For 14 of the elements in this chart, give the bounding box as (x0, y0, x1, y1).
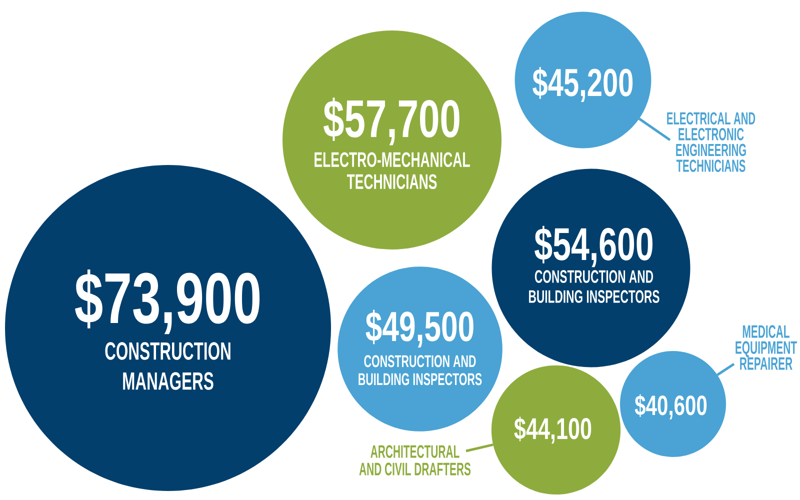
category-label: CONSTRUCTION AND BUILDING INSPECTORS (358, 355, 482, 386)
data-label: $54,600 (534, 226, 652, 268)
data-label: $49,500 (366, 310, 474, 348)
category-label: ELECTRO-MECHANICAL TECHNICIANS (314, 152, 470, 190)
category-label: ELECTRICAL AND ELECTRONIC ENGINEERING TECHNICIANS (667, 112, 756, 172)
category-label: MEDICAL EQUIPMENT REPAIRER (736, 325, 797, 370)
data-label: $44,100 (514, 416, 592, 444)
category-label: CONSTRUCTION AND BUILDING INSPECTORS (529, 270, 660, 303)
data-label: $73,900 (75, 270, 260, 334)
category-label: ARCHITECTURAL AND CIVIL DRAFTERS (359, 445, 471, 476)
category-label: CONSTRUCTION MANAGERS (105, 342, 230, 390)
data-label: $45,200 (532, 67, 633, 102)
data-label: $57,700 (324, 98, 460, 146)
data-label: $40,600 (634, 394, 707, 420)
